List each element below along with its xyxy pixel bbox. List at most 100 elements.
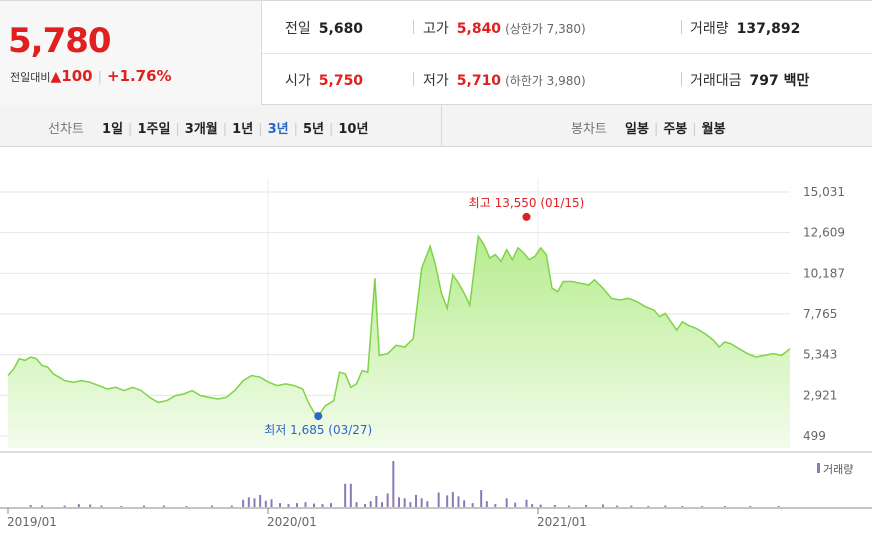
y-tick-label: 10,187 [803, 266, 845, 280]
price-chart: 15,031 12,609 10,187 7,765 5,343 2,921 499 최고 … [0, 178, 872, 529]
volume-bar [369, 501, 372, 507]
volume-bar [344, 483, 347, 507]
period-option-0[interactable]: 1일 [102, 122, 124, 137]
up-triangle-icon: ▲ [50, 69, 62, 85]
quote-header: 5,780 전일대비▲100 | +1.76% 전일 5,680 고가 5,840 (상한… [0, 0, 872, 105]
candle-option-0[interactable]: 일봉 [625, 122, 649, 137]
low-stat: 저가 5,710 (하한가 3,980) [423, 73, 586, 89]
volume-bar [321, 504, 324, 507]
volume-bar [514, 502, 517, 507]
volume-bar [701, 506, 704, 507]
period-option-4[interactable]: 3년 [267, 122, 289, 137]
price-box: 5,780 전일대비▲100 | +1.76% [0, 1, 262, 105]
line-chart-label: 선차트 [48, 122, 84, 137]
period-option-3[interactable]: 1년 [232, 122, 254, 137]
y-tick-label: 499 [803, 429, 826, 443]
volume-bar [41, 505, 43, 507]
x-tick-label: 2019/01 [7, 515, 57, 529]
volume-bar [89, 504, 92, 507]
volume-stat: 거래량 137,892 [690, 21, 801, 37]
y-tick-label: 2,921 [803, 388, 837, 402]
volume-bar [100, 505, 103, 507]
period-option-5[interactable]: 5년 [302, 122, 324, 137]
period-option-2[interactable]: 3개월 [184, 122, 218, 137]
volume-bar [480, 490, 483, 507]
volume-value: 137,892 [736, 21, 801, 37]
volume-bar [630, 505, 633, 507]
volume-bar [386, 493, 389, 507]
volume-bar [264, 500, 267, 507]
volume-bar [664, 505, 667, 507]
volume-bar [364, 504, 366, 507]
y-tick-label: 5,343 [803, 348, 837, 362]
high-stat: 고가 5,840 (상한가 7,380) [423, 21, 586, 37]
volume-bar [471, 503, 474, 507]
volume-bar [296, 503, 298, 507]
line-chart-options: 선차트 1일 | 1주일 | 3개월 | 1년 | 3년 | 5년 | 10년 [0, 105, 442, 147]
volume-bar [531, 504, 534, 507]
volume-bar [349, 483, 352, 507]
volume-bar [392, 461, 395, 507]
volume-bar [375, 495, 378, 507]
y-tick-label: 7,765 [803, 307, 837, 321]
volume-bar [585, 505, 587, 507]
volume-bar [211, 505, 213, 507]
period-option-1[interactable]: 1주일 [137, 122, 171, 137]
volume-bar [485, 501, 488, 507]
volume-bar [230, 505, 233, 507]
price-line [7, 234, 791, 418]
high-marker [522, 212, 531, 221]
x-tick-label: 2020/01 [267, 515, 317, 529]
y-tick-label: 15,031 [803, 185, 845, 199]
volume-bar [681, 506, 684, 507]
open-stat: 시가 5,750 [285, 73, 364, 89]
change-percent: +1.76% [106, 67, 172, 85]
volume-bar [287, 504, 290, 507]
candle-chart-label: 봉차트 [571, 122, 607, 137]
volume-bar [120, 506, 123, 507]
volume-bar [415, 494, 417, 507]
volume-bar [403, 498, 406, 507]
change-label: 전일대비 [10, 71, 51, 84]
lower-limit: (하한가 3,980) [505, 74, 586, 88]
volume-legend-swatch [817, 463, 820, 473]
volume-legend: 거래량 [823, 463, 853, 476]
chart-toolbar: 선차트 1일 | 1주일 | 3개월 | 1년 | 3년 | 5년 | 10년 봉차트 일봉 | 주봉 | 월봉 [0, 105, 872, 147]
volume-bar [162, 505, 165, 507]
volume-bar [437, 492, 440, 507]
prev-close-value: 5,680 [318, 21, 364, 37]
volume-bar [304, 502, 307, 507]
low-annotation: 최저 1,685 (03/27) [264, 423, 372, 437]
volume-bar [355, 502, 358, 507]
volume-bar [568, 505, 570, 507]
volume-bar [616, 505, 619, 507]
volume-bar [77, 504, 80, 507]
volume-bar [463, 500, 466, 507]
volume-bar [330, 503, 332, 507]
volume-bar [270, 499, 273, 507]
volume-bar [553, 505, 556, 507]
period-option-6[interactable]: 10년 [338, 122, 369, 137]
upper-limit: (상한가 7,380) [505, 22, 586, 36]
current-price: 5,780 [8, 21, 112, 61]
volume-bar [539, 504, 542, 507]
volume-bar [451, 491, 454, 507]
volume-bar [647, 506, 650, 507]
low-marker [314, 412, 323, 421]
volume-bar [525, 499, 528, 507]
candle-option-2[interactable]: 월봉 [701, 122, 726, 137]
volume-bar [143, 505, 145, 507]
volume-bar [420, 498, 423, 507]
price-area [8, 236, 790, 448]
y-tick-label: 12,609 [803, 226, 845, 240]
volume-bar [253, 498, 256, 507]
candle-option-1[interactable]: 주봉 [663, 122, 688, 137]
volume-bar [398, 497, 400, 507]
volume-bar [446, 495, 449, 507]
high-value: 5,840 [456, 21, 502, 37]
volume-bar [749, 506, 752, 507]
high-annotation: 최고 13,550 (01/15) [469, 196, 585, 210]
x-tick-label: 2021/01 [537, 515, 587, 529]
volume-bar [426, 501, 429, 507]
volume-bar [381, 502, 383, 507]
